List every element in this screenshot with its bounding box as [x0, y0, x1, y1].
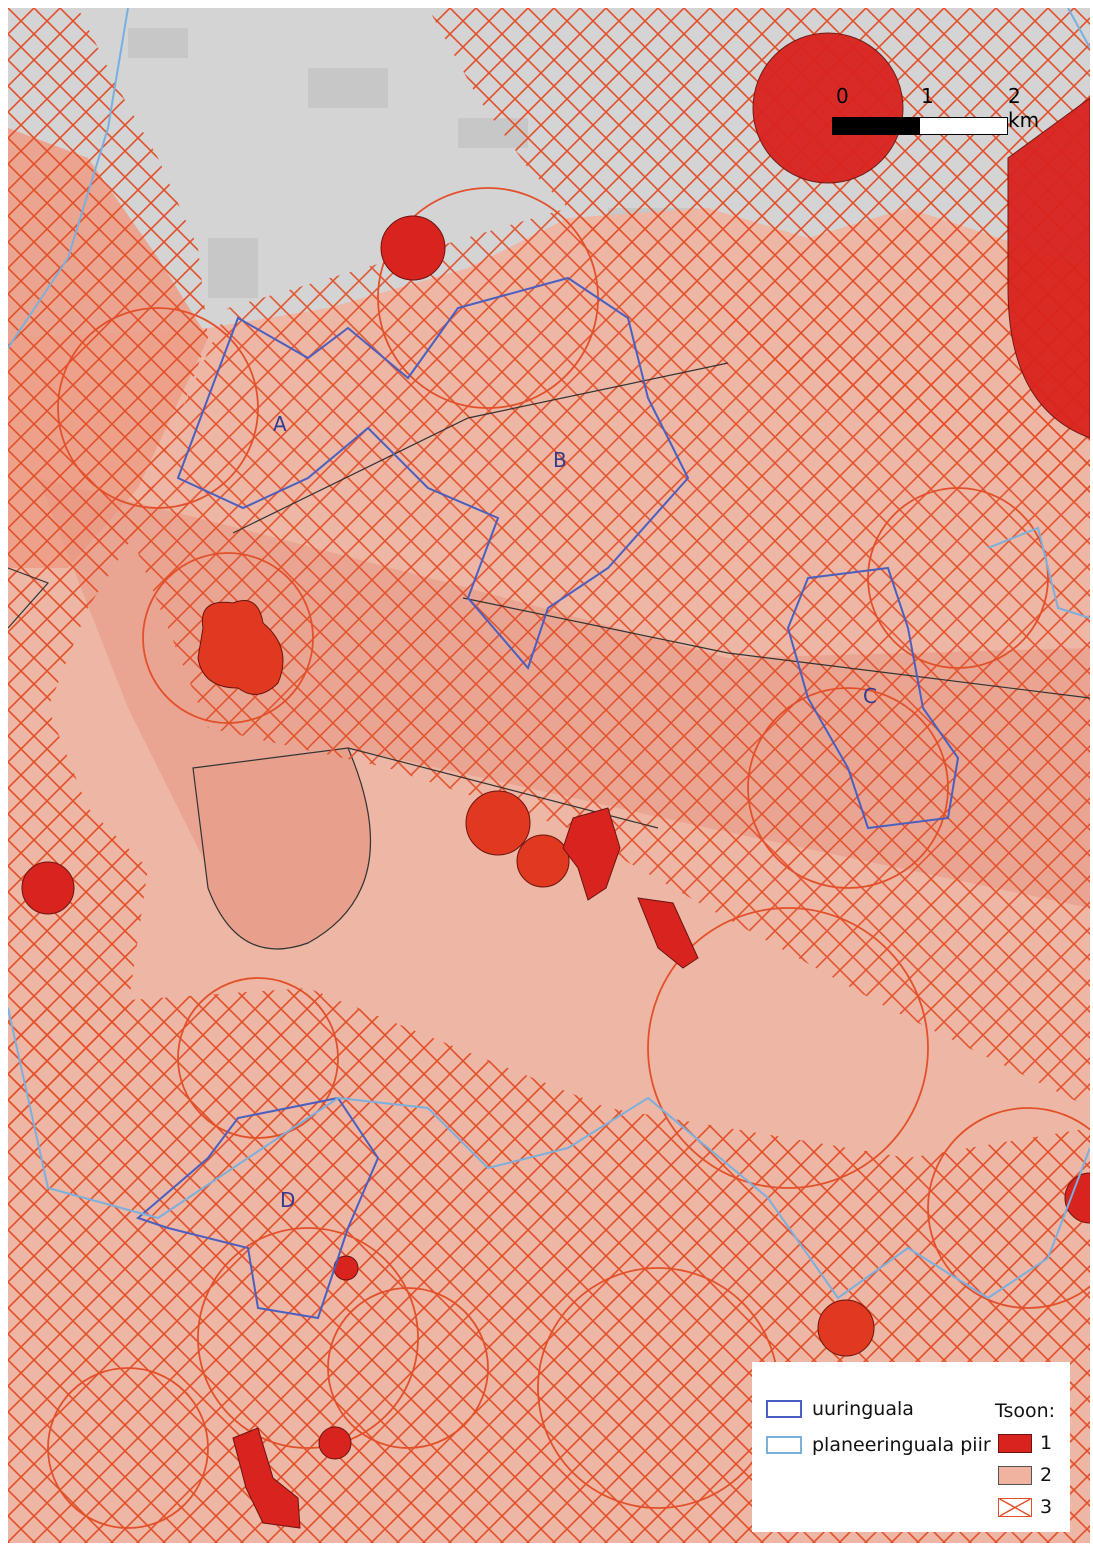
planeeringuala-outline [8, 8, 1090, 1300]
scale-bar: 0 1 2 km [830, 84, 1039, 144]
legend-item-zone-1: 1 [998, 1432, 1052, 1454]
map-canvas[interactable] [8, 8, 1090, 1543]
area-label-c: C [863, 684, 877, 708]
legend: uuringuala planeeringuala piir Tsoon: 1 … [752, 1362, 1070, 1532]
zone1-swatch [998, 1433, 1032, 1453]
zone2-swatch [998, 1465, 1032, 1485]
buffer-circles [47, 187, 1090, 1529]
planeeringuala-swatch [766, 1436, 802, 1454]
area-label-d: D [280, 1188, 296, 1212]
area-label-b: B [553, 448, 567, 472]
zone2-label: 2 [1040, 1464, 1053, 1486]
map-frame[interactable]: A B C D [8, 8, 1090, 1543]
zone1-label: 1 [1040, 1432, 1053, 1454]
scale-label-1: 1 [921, 84, 934, 108]
area-label-a: A [273, 412, 287, 436]
legend-item-zone-3: 3 [998, 1496, 1052, 1518]
zone3-swatch [998, 1497, 1032, 1517]
legend-item-uuringuala: uuringuala [766, 1398, 914, 1420]
scale-bar-black-segment [832, 117, 921, 135]
legend-item-zone-2: 2 [998, 1464, 1052, 1486]
zone1-features [21, 32, 1090, 1529]
scale-bar-white-segment [919, 117, 1008, 135]
uuringuala-swatch [766, 1400, 802, 1418]
zone2-lobe [192, 747, 372, 950]
legend-item-planeeringuala: planeeringuala piir [766, 1434, 991, 1456]
zone-title: Tsoon: [995, 1400, 1056, 1422]
zone3-label: 3 [1040, 1496, 1053, 1518]
zone3-hatch-center [128, 208, 1090, 1108]
legend-label-uuringuala: uuringuala [812, 1398, 914, 1420]
scale-label-2km: 2 km [1008, 84, 1040, 132]
zone3-hatch-west [8, 8, 208, 1128]
legend-label-planeeringuala: planeeringuala piir [812, 1434, 991, 1456]
uuringuala-outlines [136, 276, 960, 1320]
scale-label-0: 0 [836, 84, 849, 108]
legend-zone-title: Tsoon: [995, 1400, 1055, 1422]
